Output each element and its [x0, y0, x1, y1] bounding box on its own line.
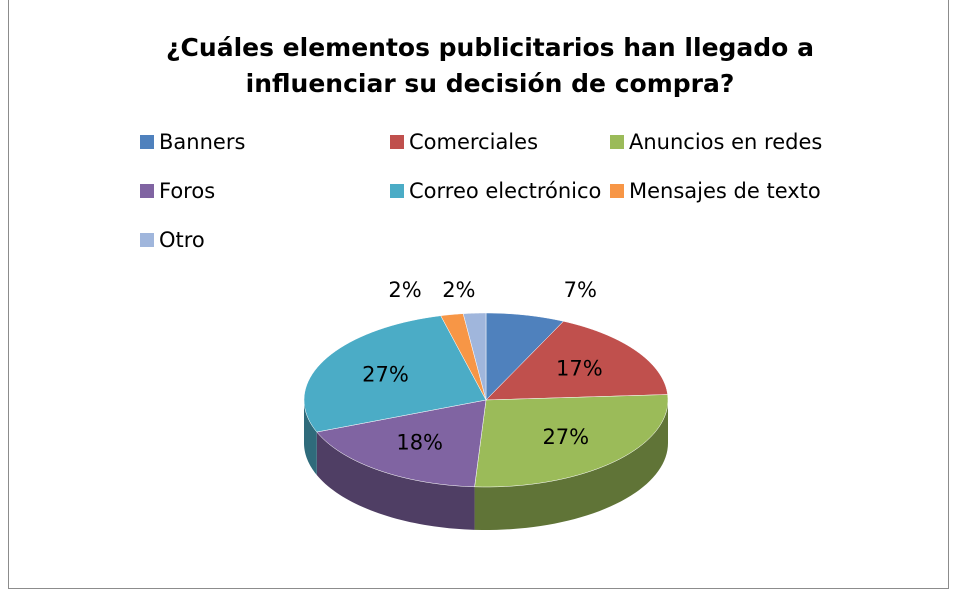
legend-label: Foros [159, 179, 215, 203]
legend-swatch [140, 233, 154, 247]
slice [462, 312, 487, 401]
chart: Banners Comerciales Anuncios en redes Foros… [140, 130, 822, 530]
slice-top [316, 399, 487, 488]
legend-swatch [610, 184, 624, 198]
slice-side [316, 432, 475, 530]
legend-swatch [610, 135, 624, 149]
legend-swatch [390, 135, 404, 149]
slice [474, 394, 669, 530]
slice-side [304, 400, 317, 476]
legend-swatch [390, 184, 404, 198]
data-label: 2% [442, 278, 475, 302]
slice-side [474, 400, 668, 530]
slice-top [303, 315, 487, 433]
data-label: 7% [564, 278, 597, 302]
legend-label: Comerciales [409, 130, 538, 154]
legend-label: Anuncios en redes [629, 130, 822, 154]
slice-top [474, 394, 669, 488]
legend-label: Otro [159, 228, 205, 252]
slice-top [485, 321, 668, 401]
legend-label: Mensajes de texto [629, 179, 821, 203]
legend-swatch [140, 135, 154, 149]
slice [303, 315, 487, 476]
data-label: 17% [556, 357, 603, 381]
slice-top [462, 312, 487, 401]
slice [485, 321, 668, 401]
slice [316, 399, 487, 530]
chart-title: ¿Cuáles elementos publicitarios han lleg… [166, 33, 814, 98]
slice [485, 312, 564, 401]
legend-label: Correo electrónico [409, 179, 601, 203]
slice [440, 313, 487, 401]
slice-top [440, 313, 487, 401]
data-label: 18% [396, 431, 443, 455]
data-label: 2% [388, 278, 421, 302]
legend-swatch [140, 184, 154, 198]
data-label: 27% [362, 363, 409, 387]
slice-top [485, 312, 564, 401]
legend-label: Banners [159, 130, 245, 154]
data-label: 27% [542, 425, 589, 449]
